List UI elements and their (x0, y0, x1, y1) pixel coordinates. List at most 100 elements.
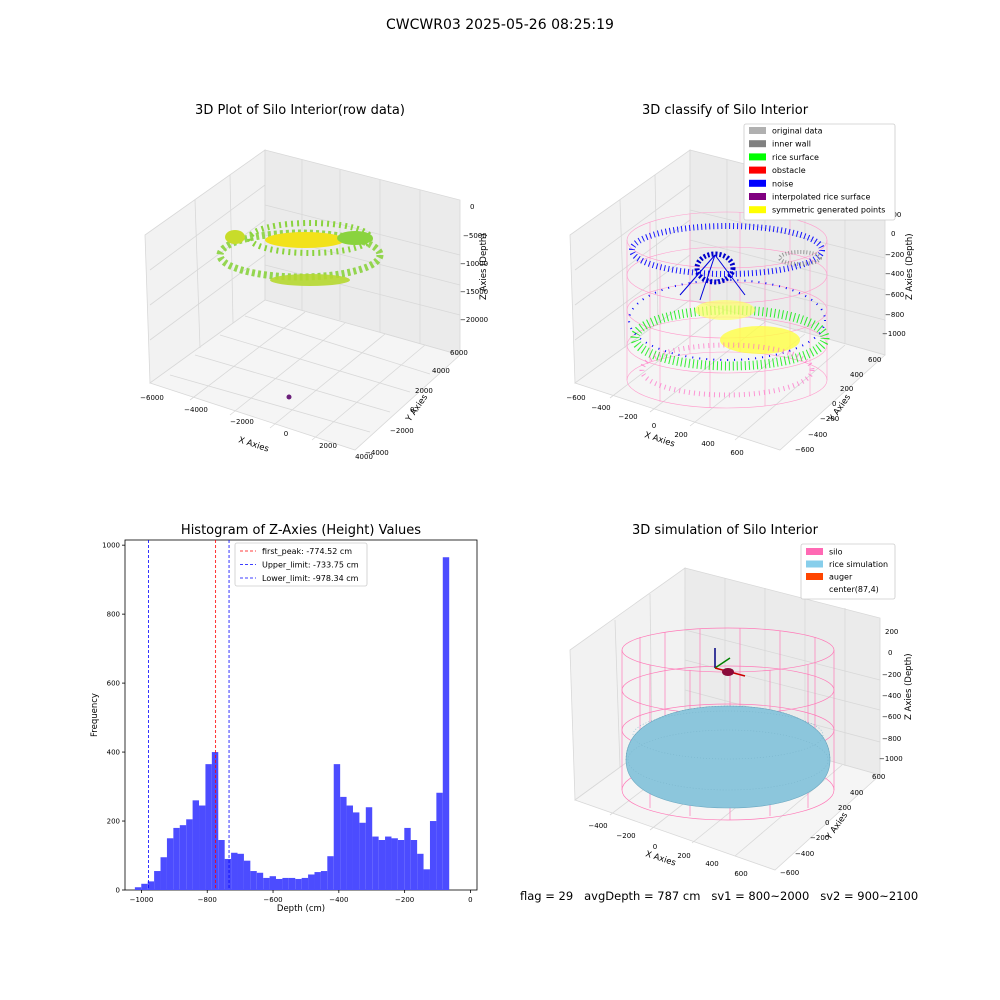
hist-bar (442, 557, 450, 890)
hist-bar (218, 840, 225, 890)
title-histogram: Histogram of Z-Axies (Height) Values (180, 523, 422, 538)
tick-label: −5000 (463, 232, 487, 240)
hist-bar (397, 840, 405, 890)
xlabel-classify: X Axies (643, 430, 676, 449)
hist-legend: first_peak: -774.52 cm Upper_limit: -733.… (234, 542, 368, 587)
tick-label: −600 (780, 869, 799, 877)
hist-bar (391, 838, 398, 890)
hist-bar (282, 877, 289, 890)
hist-bar (269, 876, 276, 890)
hist-bar (340, 796, 347, 890)
hist-x-tick-label: −200 (395, 896, 414, 904)
tick-label: −2000 (230, 418, 254, 426)
tick-label: −200 (885, 251, 904, 259)
hist-x-tick-label: −400 (329, 896, 348, 904)
xlabel-raw: X Axies (237, 435, 270, 454)
legend-swatch (806, 573, 823, 580)
tick-label: 0 (888, 649, 892, 657)
hist-y-tick-label: 600 (107, 680, 120, 688)
legend-swatch (749, 206, 766, 214)
legend-swatch (806, 548, 823, 555)
hist-bar (320, 871, 328, 890)
hist-y-tick-label: 1000 (102, 542, 120, 550)
hist-bar (429, 821, 437, 890)
hist-bar (243, 860, 251, 890)
hist-bar (372, 836, 379, 890)
tick-label: −1000 (879, 755, 903, 763)
legend-label: rice surface (772, 153, 819, 162)
tick-label: 400 (850, 371, 863, 379)
status-line: flag = 29 avgDepth = 787 cm sv1 = 800~20… (520, 889, 919, 903)
tick-label: −4000 (184, 406, 208, 414)
legend-classify: original data inner wall rice surface obsta… (743, 123, 896, 221)
tick-label: −200 (882, 671, 901, 679)
tick-label: 0 (825, 819, 829, 827)
tick-label: −200 (616, 832, 635, 840)
hist-bar (199, 805, 206, 890)
hist-y-tick-label: 200 (107, 818, 120, 826)
scatter-points-raw (216, 220, 384, 400)
tick-label: 0 (652, 422, 656, 430)
legend-label: obstacle (772, 166, 806, 175)
hist-bar (308, 874, 315, 890)
tick-label: −400 (885, 270, 904, 278)
hist-bar (205, 764, 212, 890)
legend-simulation: silo rice simulation auger center(87,4) (800, 543, 896, 600)
axis-tick-labels-classify: −600 −400 −200 0 200 400 600 −600 −400 −… (566, 211, 905, 457)
axes-box-raw (144, 149, 461, 451)
hist-x-tick-label: −600 (263, 896, 282, 904)
figure-suptitle: CWCWR03 2025-05-26 08:25:19 (386, 17, 614, 33)
hist-vlines (148, 540, 230, 890)
tick-label: −400 (808, 431, 827, 439)
hist-bar (346, 805, 353, 890)
hist-bar (385, 836, 392, 890)
tick-label: 0 (891, 230, 895, 238)
legend-swatch (749, 179, 766, 187)
legend-label: inner wall (772, 140, 811, 149)
hist-bar (256, 872, 264, 890)
tick-label: 400 (701, 440, 714, 448)
hist-x-tick-label: 0 (468, 896, 472, 904)
hist-bar (160, 857, 167, 890)
hist-legend-label: Lower_limit: -978.34 cm (262, 574, 359, 583)
xlabel-simulation: X Axies (644, 849, 677, 868)
tick-label: −600 (566, 394, 585, 402)
legend-swatch (749, 140, 766, 148)
hist-bar (423, 869, 430, 890)
hist-bar (134, 887, 142, 890)
tick-label: −600 (885, 291, 904, 299)
tick-label: −800 (885, 311, 904, 319)
axis-tick-labels-raw: −6000 −4000 −2000 0 2000 4000 −4000 −200… (140, 203, 488, 461)
tick-label: −400 (795, 850, 814, 858)
hist-bar (359, 822, 366, 890)
hist-bar (224, 858, 232, 890)
hist-xlabel: Depth (cm) (277, 904, 325, 914)
title-classify-3d: 3D classify of Silo Interior (641, 103, 809, 118)
hist-bar (288, 877, 296, 890)
tick-label: −2000 (390, 427, 414, 435)
tick-label: −400 (588, 822, 607, 830)
hist-bar (179, 825, 187, 890)
tick-label: 200 (840, 385, 853, 393)
hist-bar (378, 840, 386, 890)
tick-label: −10000 (460, 260, 488, 268)
tick-label: −600 (882, 713, 901, 721)
hist-bar (314, 872, 321, 890)
rice-simulation-surface (625, 705, 831, 809)
tick-label: −200 (810, 834, 829, 842)
zlabel-simulation: Z Axies (Depth) (904, 653, 914, 720)
panel-raw-3d: −6000 −4000 −2000 0 2000 4000 −4000 −200… (140, 149, 489, 461)
tick-label: 4000 (355, 453, 373, 461)
tick-label: 600 (868, 356, 881, 364)
tick-label: 2000 (319, 442, 337, 450)
tick-label: 200 (838, 804, 851, 812)
hist-bar (327, 856, 334, 890)
hist-bar (147, 881, 155, 890)
tick-label: −800 (882, 735, 901, 743)
tick-label: 0 (832, 400, 836, 408)
hist-y-tick-label: 0 (116, 887, 120, 895)
hist-bar (365, 807, 373, 890)
tick-label: 200 (674, 431, 687, 439)
title-raw-3d: 3D Plot of Silo Interior(row data) (195, 103, 405, 118)
tick-label: −200 (820, 415, 839, 423)
